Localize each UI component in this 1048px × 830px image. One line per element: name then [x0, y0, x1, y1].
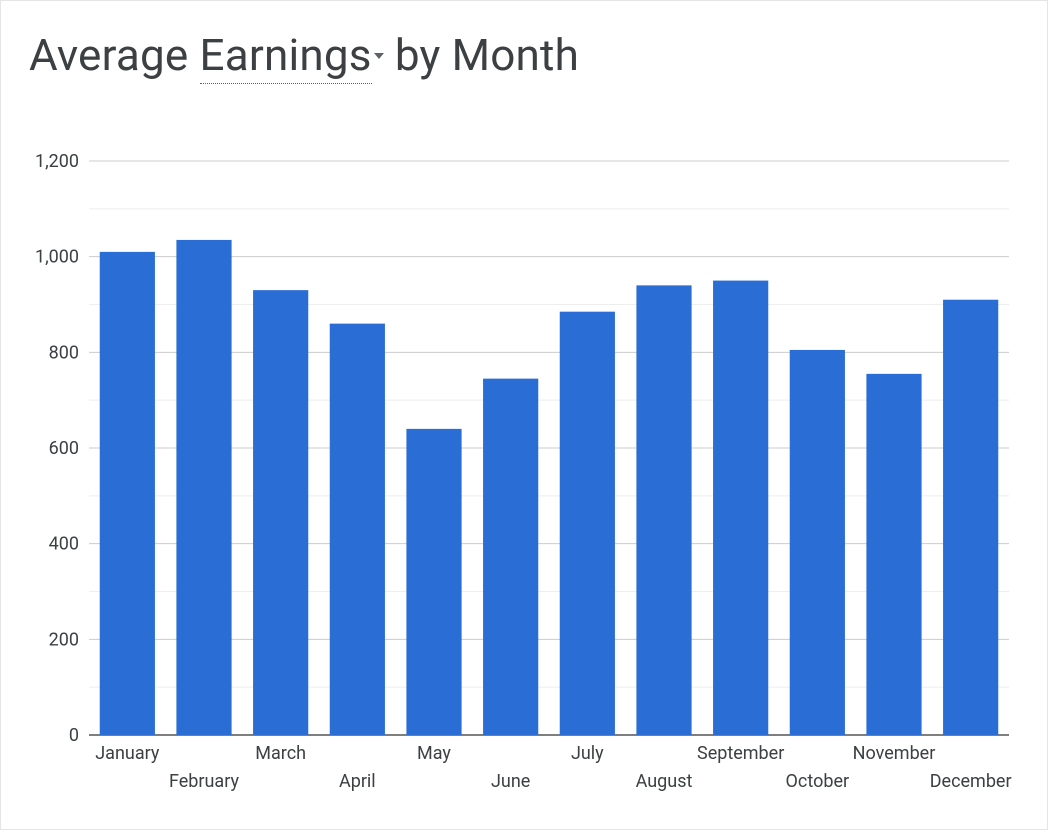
- x-tick-label: August: [636, 771, 693, 792]
- bar[interactable]: [866, 374, 921, 735]
- x-tick-label: January: [95, 743, 160, 764]
- y-tick-label: 800: [49, 342, 79, 363]
- x-tick-label: July: [571, 743, 604, 764]
- y-tick-label: 0: [69, 725, 79, 746]
- bar[interactable]: [713, 281, 768, 735]
- x-tick-label: September: [697, 743, 784, 764]
- y-tick-label: 400: [49, 534, 79, 555]
- y-tick-label: 200: [49, 629, 79, 650]
- metric-label: Earnings: [200, 29, 372, 81]
- x-tick-label: May: [417, 743, 451, 764]
- x-tick-label: November: [853, 743, 936, 764]
- bar[interactable]: [176, 240, 231, 735]
- metric-dropdown[interactable]: Earnings: [200, 29, 372, 84]
- bar-chart: 0 200 400 600 800 1,000 1,200 January February Ma…: [29, 151, 1019, 805]
- bar[interactable]: [560, 312, 615, 735]
- x-tick-label: December: [930, 771, 1012, 792]
- title-prefix: Average: [29, 29, 200, 81]
- x-tick-label: February: [169, 771, 239, 792]
- chart-title: Average Earnings by Month: [29, 29, 1019, 82]
- bar[interactable]: [790, 350, 845, 735]
- bar[interactable]: [483, 379, 538, 735]
- x-tick-label: June: [491, 771, 530, 792]
- bar[interactable]: [330, 324, 385, 735]
- bar[interactable]: [406, 429, 461, 735]
- bar[interactable]: [100, 252, 155, 735]
- chart-card: Average Earnings by Month 0 200 400 600 800 1…: [0, 0, 1048, 830]
- bar[interactable]: [253, 290, 308, 735]
- x-tick-label: October: [786, 771, 850, 792]
- chevron-down-icon[interactable]: [374, 53, 384, 59]
- y-tick-label: 600: [49, 438, 79, 459]
- bar-chart-svg: 0 200 400 600 800 1,000 1,200 January February Ma…: [29, 151, 1019, 805]
- y-tick-label: 1,000: [35, 247, 79, 268]
- x-tick-label: April: [339, 771, 376, 792]
- title-suffix: by Month: [384, 29, 579, 81]
- bar[interactable]: [636, 285, 691, 735]
- bar[interactable]: [943, 300, 998, 735]
- x-tick-label: March: [255, 743, 306, 764]
- y-tick-label: 1,200: [35, 151, 79, 172]
